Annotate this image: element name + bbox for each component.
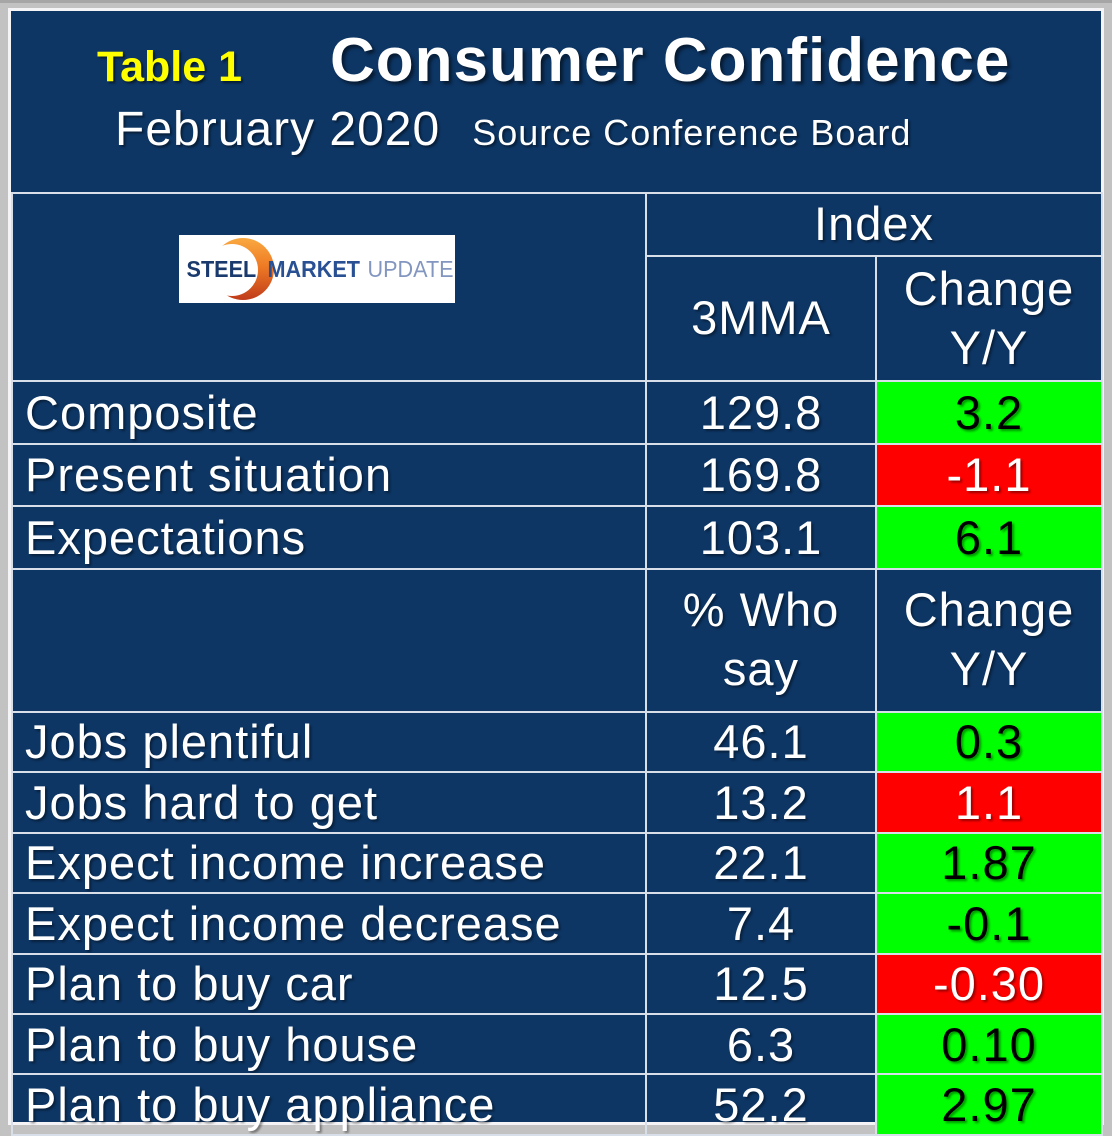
page-title: Consumer Confidence (329, 26, 1011, 95)
row-change: 1.1 (874, 771, 1104, 834)
title-line-2: February 2020 Source Conference Board (11, 102, 1101, 157)
row-label: Jobs hard to get (11, 771, 647, 834)
table-row: Jobs plentiful 46.1 0.3 (11, 710, 1104, 774)
table-row: Jobs hard to get 13.2 1.1 (11, 771, 1104, 834)
row-label: Jobs plentiful (11, 710, 647, 774)
data-table: Index 3MMA Change Y/Y Composite 129.8 3.… (11, 191, 1104, 1136)
row-label: Expectations (11, 505, 647, 570)
row-change: 0.10 (874, 1012, 1104, 1076)
logo-word-market: MARKET (267, 255, 360, 282)
logo-text: STEEL MARKET UPDATE (179, 235, 454, 303)
row-label: Present situation (11, 442, 647, 508)
row-change: 2.97 (874, 1073, 1104, 1136)
row-value: 169.8 (645, 442, 877, 508)
row-value: 12.5 (645, 952, 877, 1015)
column-header-who-say: % Who say (645, 567, 877, 713)
column-header-change-yy: Change Y/Y (874, 255, 1104, 383)
table-row: Expect income increase 22.1 1.87 (11, 831, 1104, 895)
row-value: 22.1 (645, 831, 877, 895)
row-change: 3.2 (874, 380, 1104, 445)
source-label: Source Conference Board (472, 112, 912, 153)
index-header-row: Index (11, 191, 1104, 383)
logo-word-steel: STEEL (186, 255, 257, 282)
table-row: Composite 129.8 3.2 (11, 380, 1104, 445)
table-label: Table 1 (97, 43, 242, 91)
row-change: 0.3 (874, 710, 1104, 774)
row-label: Composite (11, 380, 647, 445)
row-change: -0.30 (874, 952, 1104, 1015)
row-value: 7.4 (645, 892, 877, 955)
row-value: 6.3 (645, 1012, 877, 1076)
row-value: 129.8 (645, 380, 877, 445)
row-value: 103.1 (645, 505, 877, 570)
row-change: 1.87 (874, 831, 1104, 895)
title-line-1: Table 1 Consumer Confidence (11, 25, 1101, 96)
whosay-header-row: % Who say Change Y/Y (11, 567, 1104, 713)
row-label: Plan to buy car (11, 952, 647, 1015)
table-row: Plan to buy house 6.3 0.10 (11, 1012, 1104, 1076)
consumer-confidence-table: Table 1 Consumer Confidence February 202… (8, 8, 1104, 1136)
group-header-index: Index (644, 191, 1104, 258)
table-row: Plan to buy car 12.5 -0.30 (11, 952, 1104, 1015)
row-label: Plan to buy appliance (11, 1073, 647, 1136)
crescent-icon (206, 238, 274, 300)
column-header-change-yy-2: Change Y/Y (874, 567, 1104, 713)
row-label: Plan to buy house (11, 1012, 647, 1076)
column-header-3mma: 3MMA (645, 255, 877, 383)
table-row: Plan to buy appliance 52.2 2.97 (11, 1073, 1104, 1136)
row-label: Expect income increase (11, 831, 647, 895)
title-block: Table 1 Consumer Confidence February 202… (11, 25, 1101, 192)
logo-word-update: UPDATE (367, 255, 454, 282)
row-label: Expect income decrease (11, 892, 647, 955)
row-value: 13.2 (645, 771, 877, 834)
row-value: 46.1 (645, 710, 877, 774)
column-header-row: 3MMA Change Y/Y (12, 255, 1104, 383)
empty-cell (11, 567, 647, 713)
period-label: February 2020 (115, 103, 441, 156)
row-value: 52.2 (645, 1073, 877, 1136)
row-change: 6.1 (874, 505, 1104, 570)
row-change: -1.1 (874, 442, 1104, 508)
table-row: Expect income decrease 7.4 -0.1 (11, 892, 1104, 955)
table-row: Present situation 169.8 -1.1 (11, 442, 1104, 508)
steel-market-update-logo: STEEL MARKET UPDATE (179, 235, 455, 303)
table-row: Expectations 103.1 6.1 (11, 505, 1104, 570)
row-change: -0.1 (874, 892, 1104, 955)
window-edge (0, 0, 1112, 3)
